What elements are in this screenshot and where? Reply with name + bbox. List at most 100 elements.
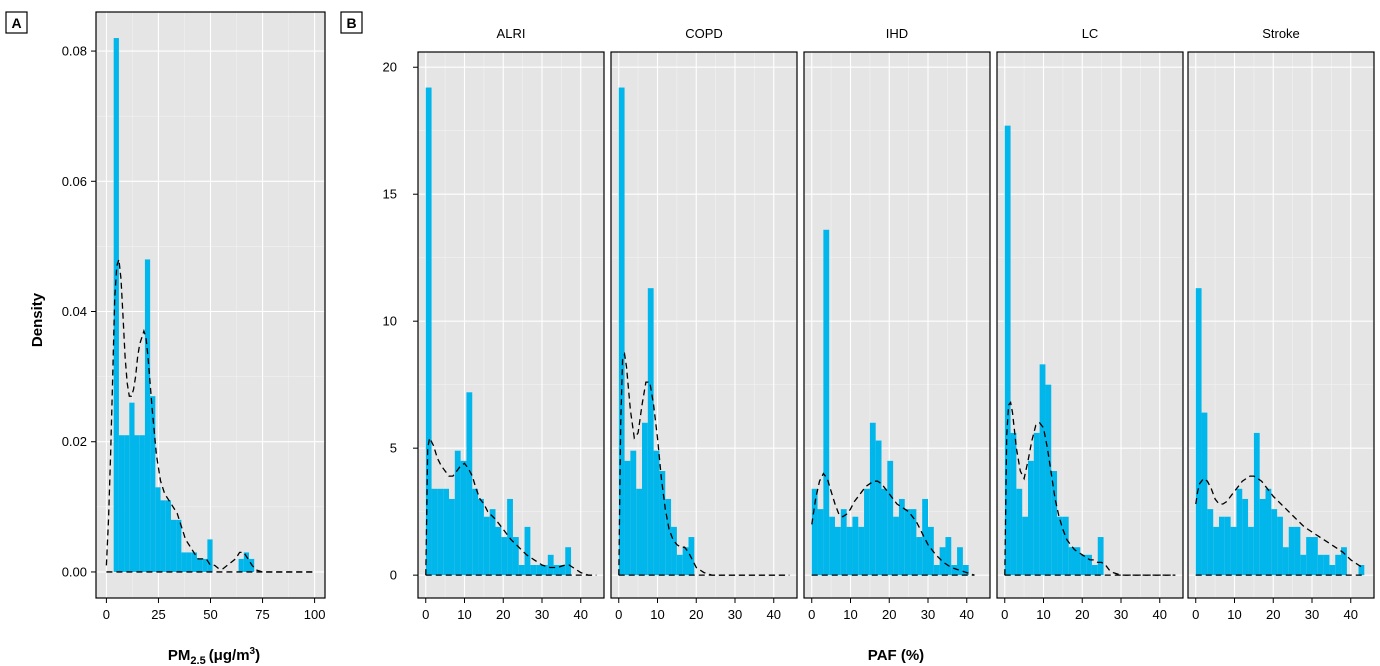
histogram-bar bbox=[881, 488, 888, 576]
panel-background bbox=[1188, 52, 1374, 598]
histogram-bar bbox=[1057, 516, 1063, 576]
y-tick-label: 0.02 bbox=[62, 434, 87, 449]
histogram-bar bbox=[1317, 554, 1324, 576]
x-tick-label: 40 bbox=[960, 607, 974, 622]
histogram-bar bbox=[144, 259, 151, 572]
histogram-bar bbox=[1271, 509, 1278, 576]
histogram-bar bbox=[1045, 384, 1052, 576]
histogram-bar bbox=[1068, 547, 1075, 576]
histogram-bar bbox=[1062, 516, 1069, 576]
histogram-bar bbox=[852, 516, 859, 576]
histogram-bar bbox=[823, 229, 830, 576]
x-tick-label: 10 bbox=[457, 607, 471, 622]
histogram-bar bbox=[1236, 488, 1243, 576]
histogram-bar bbox=[618, 87, 625, 576]
panel-a-xlabel-unit-close: ) bbox=[255, 647, 260, 664]
histogram-bar bbox=[124, 435, 130, 572]
panel-copd: COPD 0 10 20 30 40 bbox=[610, 26, 798, 622]
histogram-bar bbox=[165, 500, 171, 572]
x-tick-label: 10 bbox=[1036, 607, 1050, 622]
panel-a: 0 25 50 75 100 0.00 0.02 0.04 0.06 0.08 bbox=[62, 11, 326, 622]
x-tick-label: 0 bbox=[808, 607, 815, 622]
y-tick-label: 20 bbox=[383, 60, 397, 75]
histogram-bar bbox=[1329, 564, 1336, 576]
histogram-bar bbox=[118, 435, 125, 572]
histogram-bar bbox=[665, 498, 672, 576]
panel-a-xlabel-unit: (μg/m bbox=[209, 647, 250, 664]
histogram-bar bbox=[840, 509, 847, 576]
histogram-bar bbox=[155, 487, 161, 572]
histogram-bar bbox=[1300, 554, 1307, 576]
x-tick-label: 40 bbox=[1344, 607, 1358, 622]
histogram-bar bbox=[624, 460, 631, 576]
histogram-bar bbox=[559, 564, 566, 576]
histogram-bar bbox=[1259, 498, 1266, 576]
facet-title-stroke: Stroke bbox=[1262, 26, 1300, 41]
histogram-bar bbox=[630, 450, 637, 576]
histogram-bar bbox=[431, 488, 438, 576]
x-tick-label: 30 bbox=[921, 607, 935, 622]
histogram-bar bbox=[113, 38, 119, 572]
x-tick-label: 40 bbox=[574, 607, 588, 622]
histogram-bar bbox=[542, 564, 548, 576]
histogram-bar bbox=[501, 537, 508, 576]
facet-title-alri: ALRI bbox=[497, 26, 526, 41]
histogram-bar bbox=[1224, 516, 1231, 576]
histogram-bar bbox=[530, 564, 537, 576]
histogram-bar bbox=[1016, 488, 1023, 576]
x-tick-label: 30 bbox=[728, 607, 742, 622]
histogram-bar bbox=[676, 554, 683, 576]
panel-background bbox=[997, 52, 1183, 598]
histogram-bar bbox=[957, 547, 963, 576]
histogram-bar bbox=[512, 537, 519, 576]
histogram-bar bbox=[1277, 516, 1283, 576]
panel-a-label: A bbox=[5, 11, 28, 34]
histogram-bar bbox=[1248, 526, 1254, 576]
histogram-bar bbox=[898, 498, 905, 576]
histogram-bar bbox=[202, 558, 208, 572]
histogram-bar bbox=[1294, 526, 1301, 576]
histogram-bar bbox=[893, 516, 899, 576]
histogram-bar bbox=[134, 435, 140, 572]
x-tick-label: 40 bbox=[1153, 607, 1167, 622]
x-tick-label: 10 bbox=[843, 607, 857, 622]
histogram-bar bbox=[207, 539, 213, 572]
facet-title-copd: COPD bbox=[685, 26, 723, 41]
panel-alri: ALRI 0 10 20 30 40 0 5 10 15 20 bbox=[383, 26, 605, 622]
x-tick-label: 20 bbox=[882, 607, 896, 622]
x-tick-label: 50 bbox=[203, 607, 217, 622]
histogram-bar bbox=[1323, 554, 1330, 576]
histogram-bar bbox=[846, 526, 853, 576]
x-tick-label: 0 bbox=[1001, 607, 1008, 622]
x-tick-label: 20 bbox=[1266, 607, 1280, 622]
histogram-bar bbox=[553, 564, 560, 576]
histogram-bar bbox=[425, 87, 432, 576]
histogram-bar bbox=[682, 547, 689, 576]
y-tick-label: 0.08 bbox=[62, 44, 87, 59]
histogram-bar bbox=[1341, 547, 1347, 576]
histogram-bar bbox=[1201, 412, 1208, 576]
panel-a-xlabel-sub: 2.5 bbox=[190, 655, 205, 666]
histogram-bar bbox=[443, 488, 449, 576]
histogram-bar bbox=[1288, 526, 1295, 576]
histogram-bar bbox=[1265, 488, 1272, 576]
panel-b-label: B bbox=[340, 11, 363, 34]
histogram-bar bbox=[829, 516, 835, 576]
histogram-bar bbox=[1207, 509, 1214, 576]
histogram-bar bbox=[962, 564, 969, 576]
histogram-bar bbox=[910, 509, 917, 576]
x-tick-label: 20 bbox=[496, 607, 510, 622]
panel-border bbox=[803, 51, 991, 599]
panel-a-xlabel-unit-sup: 3 bbox=[250, 646, 256, 657]
panel-a-xlabel: PM2.5 (μg/m3) bbox=[168, 646, 260, 666]
facet-title-ihd: IHD bbox=[886, 26, 908, 41]
histogram-bar bbox=[191, 552, 197, 572]
histogram-bar bbox=[449, 498, 455, 576]
histogram-bar bbox=[945, 537, 952, 576]
panel-a-ylabel: Density bbox=[29, 292, 46, 347]
histogram-bar bbox=[1086, 554, 1092, 576]
histogram-bar bbox=[1213, 526, 1219, 576]
histogram-bar bbox=[1039, 364, 1046, 576]
x-tick-label: 0 bbox=[103, 607, 110, 622]
